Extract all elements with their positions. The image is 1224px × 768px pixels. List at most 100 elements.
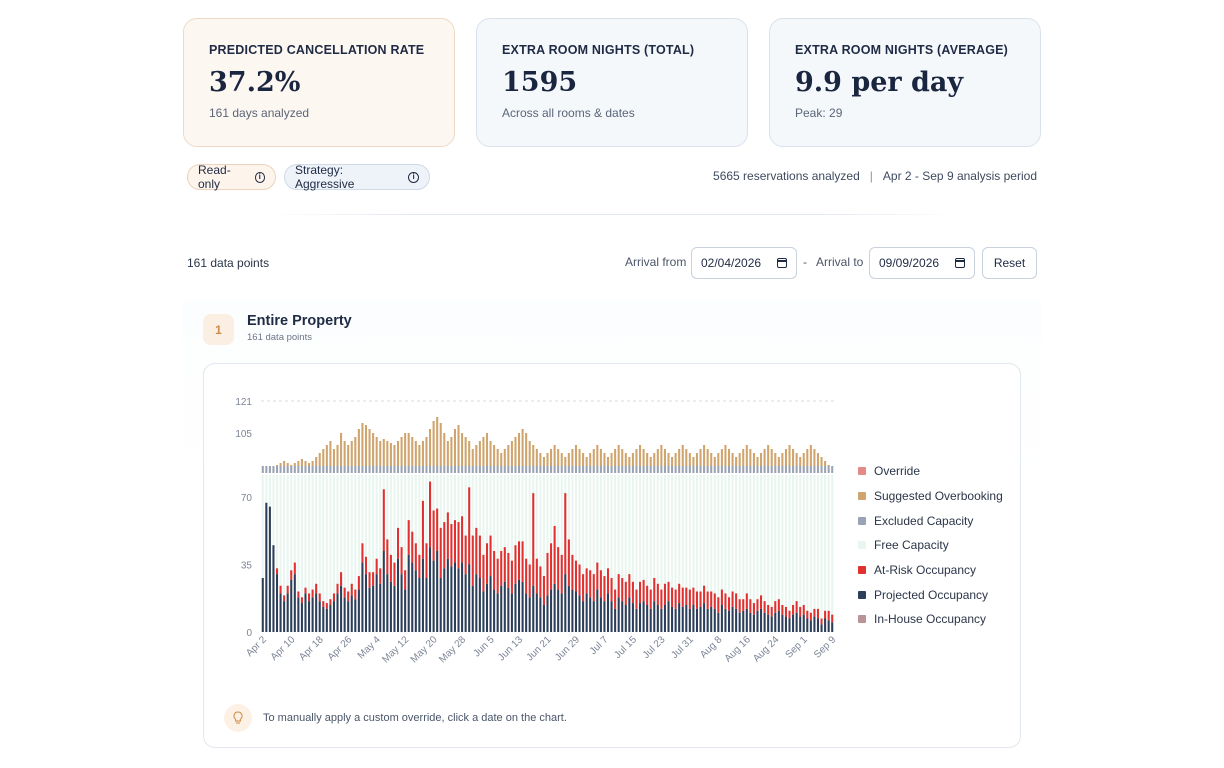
projected-occupancy-bar bbox=[521, 581, 524, 632]
x-tick-label: Jun 29 bbox=[553, 634, 582, 663]
at-risk-occupancy-bar bbox=[617, 574, 620, 598]
free-capacity-bar bbox=[354, 475, 357, 632]
arrival-to-input[interactable]: 09/09/2026 bbox=[869, 247, 975, 279]
at-risk-occupancy-bar bbox=[354, 589, 357, 600]
excluded-capacity-bar bbox=[475, 466, 478, 473]
projected-occupancy-bar bbox=[265, 502, 268, 632]
suggested-overbooking-bar bbox=[745, 445, 748, 466]
free-capacity-bar bbox=[681, 475, 684, 632]
free-capacity-bar bbox=[653, 475, 656, 632]
suggested-overbooking-bar bbox=[382, 439, 385, 466]
free-capacity-bar bbox=[379, 475, 382, 632]
suggested-overbooking-bar bbox=[468, 441, 471, 466]
at-risk-occupancy-bar bbox=[795, 601, 798, 613]
info-icon[interactable]: i bbox=[254, 171, 265, 183]
section-number-badge: 1 bbox=[203, 314, 234, 345]
strategy-badge[interactable]: Strategy: Aggressive i bbox=[284, 163, 430, 191]
legend-swatch bbox=[858, 467, 866, 476]
free-capacity-bar bbox=[372, 475, 375, 632]
projected-occupancy-bar bbox=[582, 601, 585, 632]
suggested-overbooking-bar bbox=[421, 441, 424, 466]
excluded-capacity-bar bbox=[571, 466, 574, 473]
calendar-icon[interactable] bbox=[777, 258, 787, 268]
suggested-overbooking-bar bbox=[425, 437, 428, 466]
at-risk-occupancy-bar bbox=[710, 591, 713, 607]
free-capacity-bar bbox=[703, 475, 706, 632]
free-capacity-bar bbox=[592, 475, 595, 632]
projected-occupancy-bar bbox=[510, 593, 513, 632]
calendar-icon[interactable] bbox=[955, 258, 965, 268]
legend-label: Projected Occupancy bbox=[874, 587, 989, 602]
suggested-overbooking-bar bbox=[621, 449, 624, 466]
projected-occupancy-bar bbox=[660, 608, 663, 632]
at-risk-occupancy-bar bbox=[621, 578, 624, 602]
reset-button[interactable]: Reset bbox=[982, 247, 1037, 279]
excluded-capacity-bar bbox=[343, 466, 346, 473]
suggested-overbooking-bar bbox=[464, 437, 467, 466]
excluded-capacity-bar bbox=[290, 466, 293, 473]
at-risk-occupancy-bar bbox=[610, 578, 613, 602]
free-capacity-bar bbox=[688, 475, 691, 632]
legend-item-projected-occupancy: Projected Occupancy bbox=[858, 582, 1003, 607]
free-capacity-bar bbox=[375, 475, 378, 632]
excluded-capacity-bar bbox=[532, 466, 535, 473]
at-risk-occupancy-bar bbox=[542, 576, 545, 605]
projected-occupancy-bar bbox=[304, 593, 307, 632]
excluded-capacity-bar bbox=[450, 466, 453, 473]
projected-occupancy-bar bbox=[450, 566, 453, 632]
projected-occupancy-bar bbox=[532, 585, 535, 632]
free-capacity-bar bbox=[777, 475, 780, 632]
at-risk-occupancy-bar bbox=[802, 605, 805, 615]
excluded-capacity-bar bbox=[525, 466, 528, 473]
suggested-overbooking-bar bbox=[443, 433, 446, 466]
free-capacity-bar bbox=[809, 475, 812, 632]
projected-occupancy-bar bbox=[514, 583, 517, 632]
suggested-overbooking-bar bbox=[699, 449, 702, 466]
excluded-capacity-bar bbox=[564, 466, 567, 473]
suggested-overbooking-bar bbox=[368, 429, 371, 466]
at-risk-occupancy-bar bbox=[546, 552, 549, 596]
read-only-badge[interactable]: Read-only i bbox=[187, 163, 276, 191]
at-risk-occupancy-bar bbox=[315, 583, 318, 594]
excluded-capacity-bar bbox=[770, 466, 773, 473]
projected-occupancy-bar bbox=[760, 608, 763, 632]
excluded-capacity-bar bbox=[432, 466, 435, 473]
section-subtitle: 161 data points bbox=[247, 332, 312, 343]
suggested-overbooking-bar bbox=[482, 437, 485, 466]
excluded-capacity-bar bbox=[621, 466, 624, 473]
suggested-overbooking-bar bbox=[567, 453, 570, 466]
at-risk-occupancy-bar bbox=[639, 581, 642, 604]
meta-separator: | bbox=[869, 169, 873, 183]
projected-occupancy-bar bbox=[663, 605, 666, 632]
excluded-capacity-bar bbox=[656, 466, 659, 473]
at-risk-occupancy-bar bbox=[820, 618, 823, 625]
projected-occupancy-bar bbox=[343, 597, 346, 632]
at-risk-occupancy-bar bbox=[517, 541, 521, 580]
projected-occupancy-bar bbox=[261, 578, 264, 632]
excluded-capacity-bar bbox=[671, 466, 674, 473]
excluded-capacity-bar bbox=[784, 466, 787, 473]
legend-label: Suggested Overbooking bbox=[874, 489, 1003, 504]
excluded-capacity-bar bbox=[742, 466, 745, 473]
free-capacity-bar bbox=[671, 475, 674, 632]
projected-occupancy-bar bbox=[336, 593, 339, 632]
arrival-from-input[interactable]: 02/04/2026 bbox=[691, 247, 797, 279]
suggested-overbooking-bar bbox=[432, 421, 435, 466]
free-capacity-bar bbox=[774, 475, 777, 632]
projected-occupancy-bar bbox=[795, 612, 798, 632]
excluded-capacity-bar bbox=[354, 466, 357, 473]
free-capacity-bar bbox=[315, 475, 318, 632]
at-risk-occupancy-bar bbox=[478, 535, 481, 578]
excluded-capacity-bar bbox=[681, 466, 684, 473]
at-risk-occupancy-bar bbox=[464, 535, 467, 575]
at-risk-occupancy-bar bbox=[297, 591, 300, 598]
info-icon[interactable]: i bbox=[408, 171, 419, 183]
at-risk-occupancy-bar bbox=[685, 587, 688, 605]
x-tick-label: Jun 5 bbox=[472, 634, 497, 659]
at-risk-occupancy-bar bbox=[304, 587, 307, 594]
suggested-overbooking-bar bbox=[653, 453, 656, 466]
projected-occupancy-bar bbox=[293, 574, 296, 632]
at-risk-occupancy-bar bbox=[471, 535, 474, 586]
excluded-capacity-bar bbox=[574, 466, 578, 473]
